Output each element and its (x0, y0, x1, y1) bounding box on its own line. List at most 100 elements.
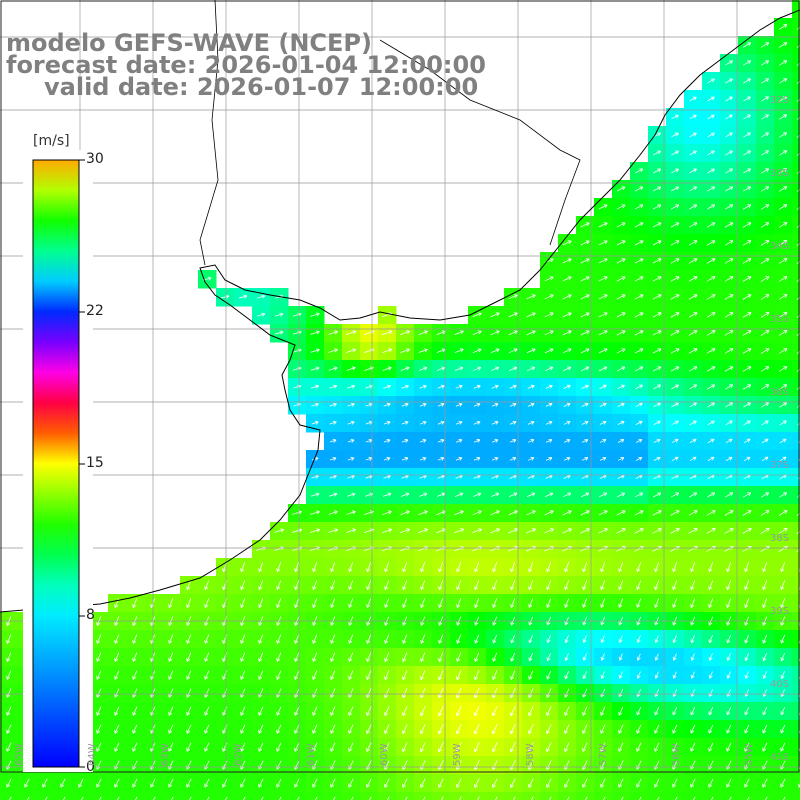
wind-arrow (653, 420, 661, 426)
wind-arrow (689, 420, 697, 426)
wind-arrow (310, 312, 320, 317)
wind-arrow (635, 420, 643, 425)
wind-arrow (564, 778, 570, 788)
wind-arrow (690, 778, 696, 788)
wind-arrow (744, 706, 750, 716)
wind-arrow (474, 688, 480, 699)
wind-cell (792, 252, 800, 271)
wind-arrow (689, 168, 697, 174)
wind-arrow (60, 778, 66, 788)
wind-arrow (473, 420, 481, 425)
wind-arrow (384, 760, 390, 770)
lon-label: 62W (233, 743, 244, 766)
wind-arrow (312, 634, 318, 644)
wind-arrow (670, 492, 680, 498)
wind-arrow (796, 81, 800, 84)
wind-arrow (725, 60, 733, 66)
wind-arrow (258, 652, 264, 662)
wind-arrow (419, 420, 427, 425)
wind-arrow (598, 528, 608, 534)
wind-arrow (168, 598, 174, 608)
wind-arrow (96, 760, 102, 770)
wind-arrow (725, 186, 734, 192)
wind-arrow (760, 366, 770, 372)
wind-arrow (132, 706, 138, 716)
wind-arrow (778, 222, 788, 228)
wind-arrow (796, 225, 800, 228)
wind-cell (198, 792, 217, 800)
wind-arrow (384, 706, 390, 716)
wind-arrow (580, 366, 590, 372)
wind-arrow (671, 150, 679, 156)
wind-arrow (456, 705, 462, 717)
wind-arrow (546, 706, 552, 716)
wind-arrow (294, 724, 300, 734)
lat-label: 35S (770, 314, 790, 325)
wind-arrow (544, 510, 554, 516)
wind-arrow (670, 258, 680, 264)
wind-arrow (420, 562, 426, 573)
wind-arrow (616, 240, 626, 246)
wind-arrow (274, 528, 285, 533)
wind-arrow (581, 384, 589, 389)
wind-cell (216, 792, 235, 800)
wind-arrow (778, 60, 788, 66)
wind-arrow (401, 402, 409, 407)
wind-arrow (509, 366, 518, 372)
wind-arrow (616, 330, 626, 336)
wind-arrow (580, 330, 590, 336)
wind-arrow (652, 222, 662, 228)
wind-arrow (562, 348, 572, 354)
wind-arrow (670, 510, 680, 516)
wind-arrow (743, 150, 751, 156)
lon-label: 55W (744, 743, 755, 766)
wind-arrow (527, 366, 536, 372)
wind-arrow (168, 706, 174, 716)
wind-arrow (708, 634, 713, 644)
wind-arrow (402, 580, 408, 590)
wind-arrow (760, 222, 770, 228)
wind-arrow (508, 330, 518, 336)
wind-arrow (240, 688, 246, 698)
wind-arrow (294, 706, 300, 716)
wind-cell (792, 342, 800, 361)
wind-arrow (690, 562, 696, 573)
wind-arrow (330, 670, 336, 680)
wind-arrow (761, 60, 770, 66)
wind-arrow (761, 168, 770, 174)
wind-arrow (153, 796, 156, 800)
wind-arrow (672, 760, 678, 770)
wind-cell (792, 522, 800, 541)
wind-arrow (742, 348, 752, 354)
wind-arrow (527, 438, 535, 443)
wind-arrow (652, 240, 662, 246)
wind-arrow (459, 796, 462, 800)
lon-label: 59W (452, 743, 463, 766)
wind-arrow (491, 438, 499, 443)
wind-arrow (526, 348, 536, 354)
wind-arrow (510, 724, 516, 735)
wind-cell (792, 396, 800, 415)
wind-arrow (598, 348, 608, 354)
wind-cell (792, 414, 800, 433)
wind-cell (180, 792, 199, 800)
wind-arrow (456, 562, 462, 573)
lat-label: 39S (770, 606, 790, 617)
wind-arrow (401, 456, 409, 461)
wind-arrow (528, 724, 534, 735)
wind-arrow (689, 150, 697, 156)
wind-arrow (778, 24, 788, 30)
wind-arrow (564, 760, 570, 770)
wind-arrow (473, 402, 481, 407)
wind-arrow (708, 742, 714, 752)
wind-arrow (348, 562, 354, 573)
lon-label: 60W (379, 743, 390, 766)
wind-arrow (580, 312, 590, 318)
wind-arrow (348, 742, 354, 752)
wind-arrow (329, 438, 337, 443)
wind-arrow (472, 330, 482, 336)
wind-arrow (796, 531, 800, 534)
wind-arrow (796, 351, 800, 354)
wind-arrow (743, 42, 752, 48)
wind-arrow (546, 562, 552, 573)
